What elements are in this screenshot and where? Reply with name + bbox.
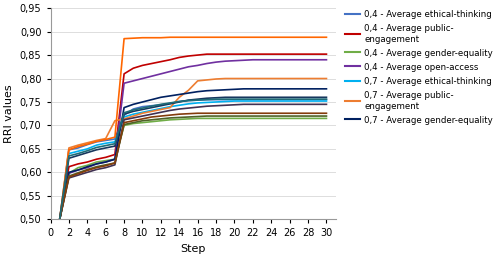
X-axis label: Step: Step [180, 244, 206, 254]
Y-axis label: RRI values: RRI values [4, 84, 14, 143]
Legend: 0,4 - Average ethical-thinking, 0,4 - Average public-
engagement, 0,4 - Average : 0,4 - Average ethical-thinking, 0,4 - Av… [343, 8, 495, 126]
